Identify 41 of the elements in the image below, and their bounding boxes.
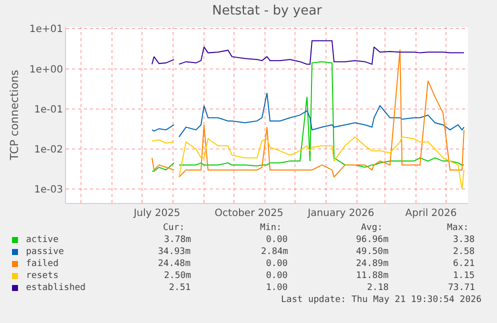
legend-label: active xyxy=(26,235,59,245)
text: 3.78m xyxy=(164,235,192,245)
text: 1.00 xyxy=(266,283,288,293)
y-tick-label: 1e+00 xyxy=(29,64,63,76)
text: 3.38 xyxy=(453,235,475,245)
legend-label: established xyxy=(26,283,86,293)
legend-label: failed xyxy=(26,259,59,269)
text: 2.50m xyxy=(164,271,192,281)
text: Cur: xyxy=(163,223,185,233)
text: 0.00 xyxy=(266,271,288,281)
x-tick-label: January 2026 xyxy=(306,208,374,219)
text: Max: xyxy=(447,223,469,233)
text: 24.48m xyxy=(158,259,191,269)
text: 6.21 xyxy=(453,259,475,269)
text: 2.84m xyxy=(261,247,288,257)
chart-title: Netstat - by year xyxy=(212,4,323,19)
text: 0.00 xyxy=(266,259,288,269)
y-axis-title: TCP connections xyxy=(8,70,22,162)
text: 2.18 xyxy=(367,283,389,293)
text: 73.71 xyxy=(448,283,476,293)
text: 49.50m xyxy=(356,247,389,257)
text: 96.96m xyxy=(356,235,389,245)
legend-label: passive xyxy=(26,247,64,257)
text: 24.89m xyxy=(356,259,389,269)
x-tick-label: July 2025 xyxy=(132,208,180,219)
y-tick-label: 1e-03 xyxy=(34,184,63,196)
text: Last update: Thu May 21 19:30:54 2026 xyxy=(281,295,482,305)
legend-label: resets xyxy=(26,271,59,281)
text: 2.58 xyxy=(453,247,475,257)
text: 1.15 xyxy=(453,271,475,281)
y-tick-label: 1e-02 xyxy=(34,144,63,156)
text: 34.93m xyxy=(158,247,191,257)
text: Avg: xyxy=(361,223,383,233)
text: 11.88m xyxy=(356,271,389,281)
text: 0.00 xyxy=(266,235,288,245)
x-tick-label: April 2026 xyxy=(405,208,457,219)
y-tick-label: 1e+01 xyxy=(29,24,63,36)
x-tick-label: October 2025 xyxy=(214,208,284,219)
text: 2.51 xyxy=(169,283,191,293)
y-tick-label: 1e-01 xyxy=(34,104,63,116)
text: Min: xyxy=(260,223,282,233)
